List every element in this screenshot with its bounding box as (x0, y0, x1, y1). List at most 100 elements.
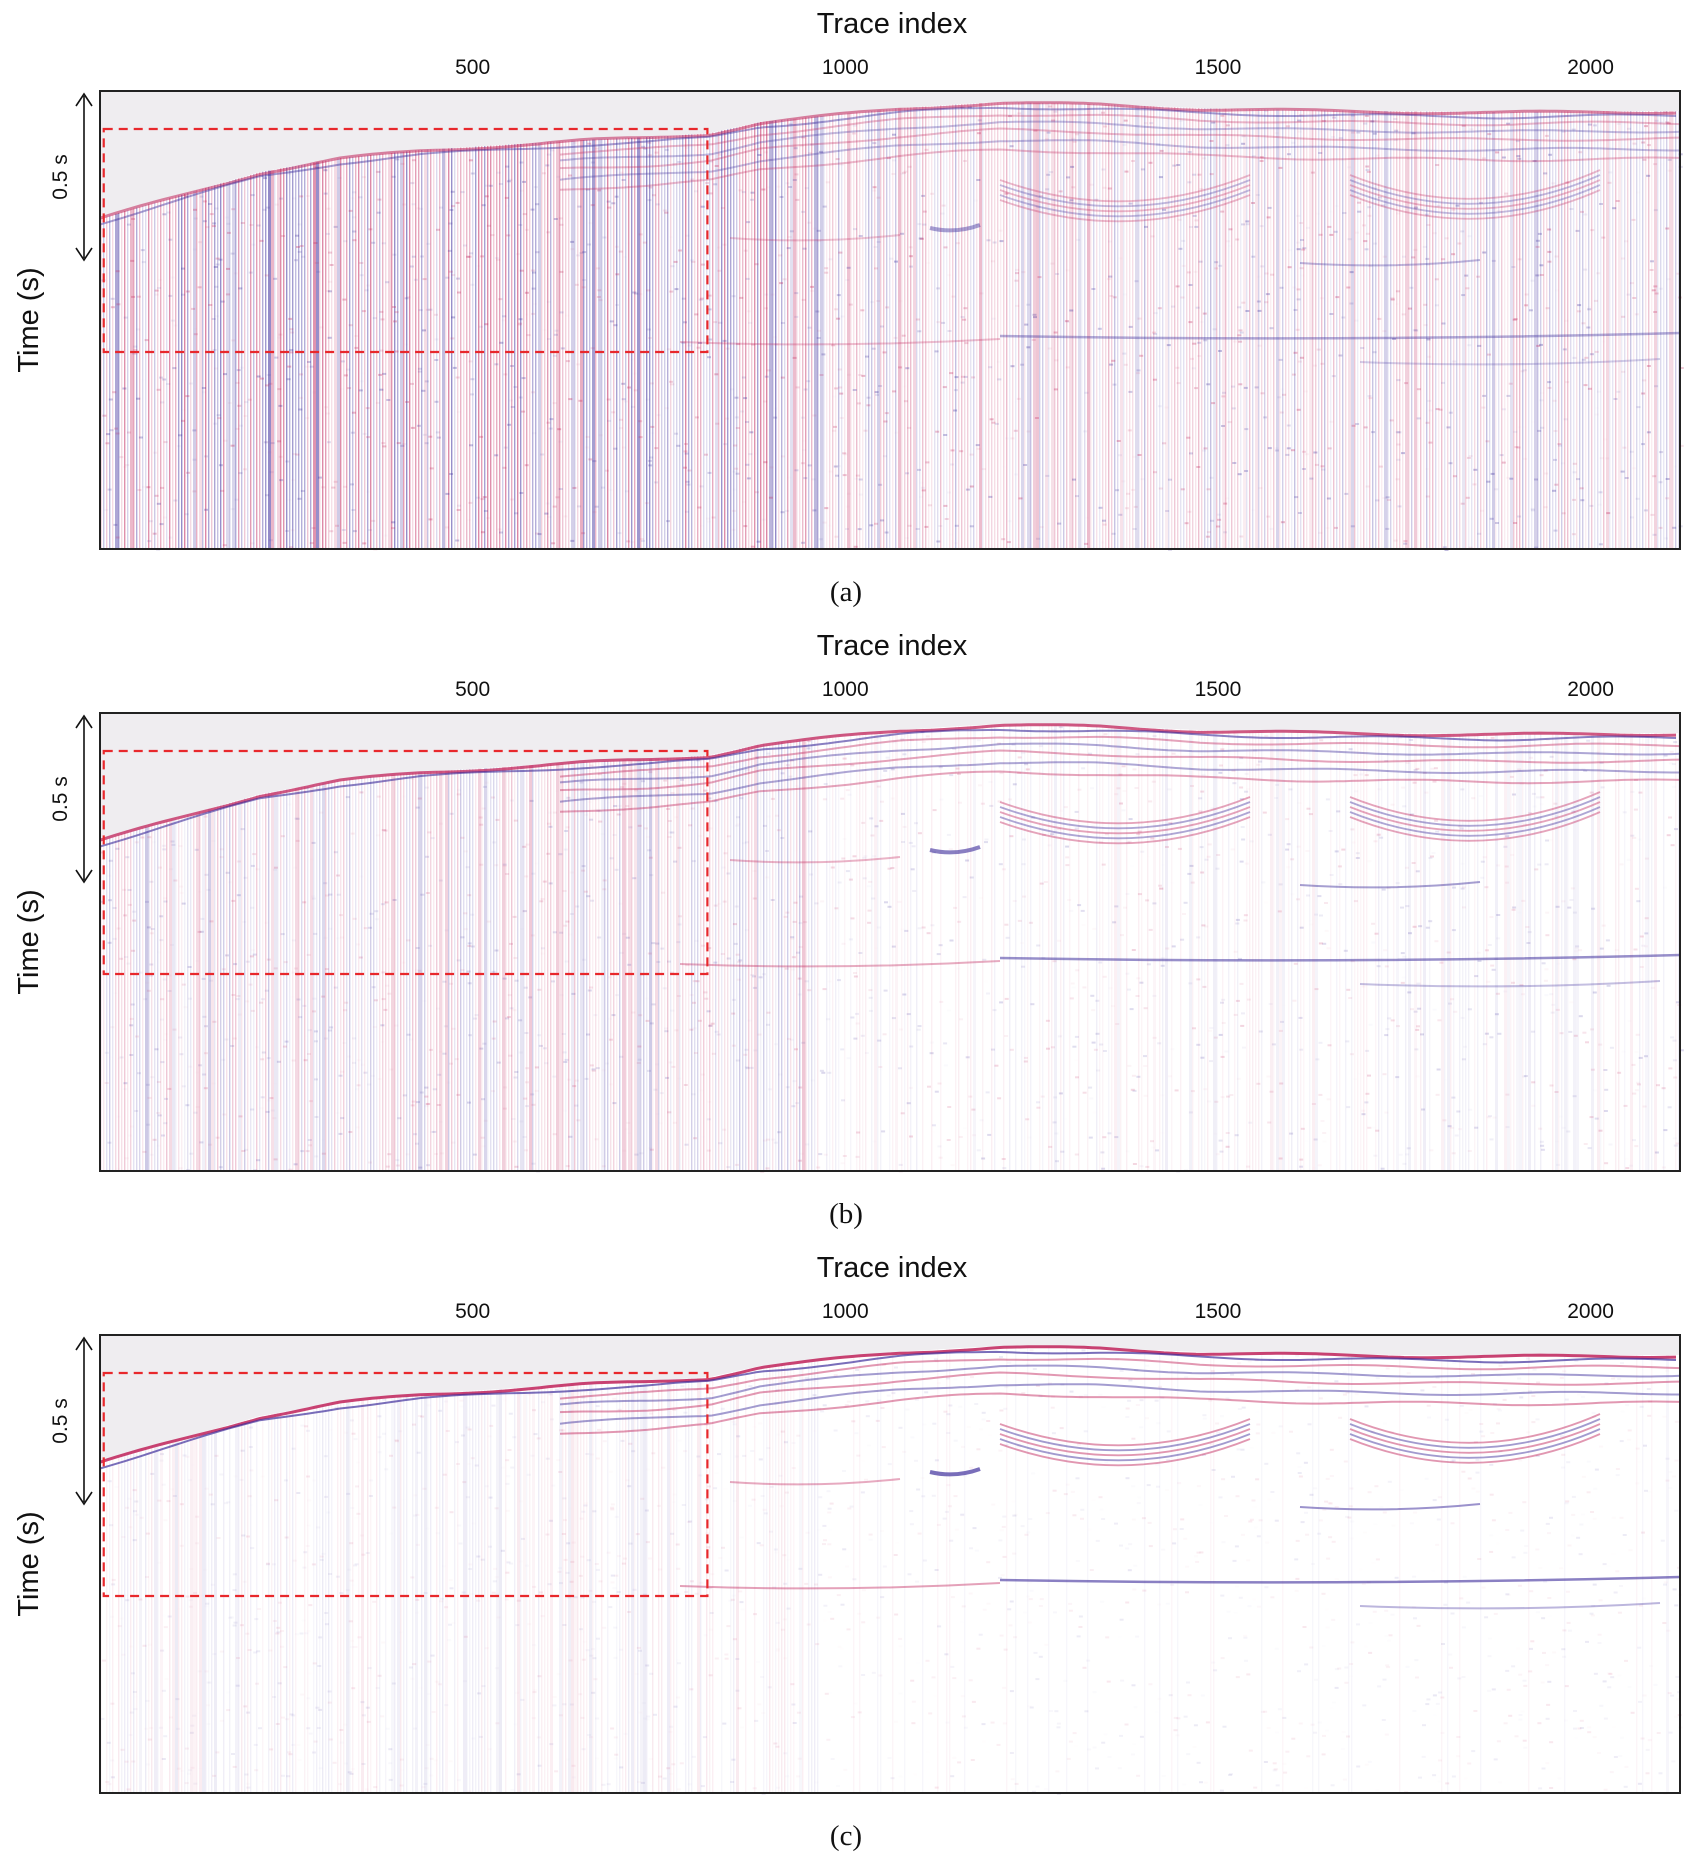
y-axis-label: Time (s) (13, 889, 45, 994)
noise-speckle (874, 246, 878, 248)
noise-speckle (310, 366, 314, 368)
noise-speckle (638, 420, 642, 422)
noise-speckle (1131, 1438, 1135, 1440)
noise-speckle (596, 267, 600, 269)
noise-speckle (1672, 786, 1676, 788)
noise-speckle (483, 496, 487, 498)
noise-speckle (1628, 1020, 1632, 1022)
noise-speckle (788, 236, 792, 238)
noise-speckle (1241, 223, 1245, 225)
noise-speckle (885, 532, 889, 534)
noise-speckle (668, 358, 672, 360)
trace-streak (1255, 109, 1258, 549)
noise-speckle (615, 196, 619, 198)
noise-speckle (656, 1113, 660, 1115)
noise-speckle (124, 956, 128, 958)
noise-speckle (442, 1053, 446, 1055)
trace-streak (199, 812, 200, 1171)
noise-speckle (162, 213, 166, 215)
trace-streak (340, 1402, 341, 1793)
noise-speckle (786, 182, 790, 184)
noise-speckle (308, 1029, 312, 1031)
noise-speckle (597, 296, 601, 298)
trace-streak (595, 1383, 596, 1793)
trace-streak (640, 759, 641, 1171)
noise-speckle (1307, 808, 1311, 810)
trace-streak (1579, 111, 1580, 549)
noise-speckle (296, 246, 300, 248)
noise-speckle (351, 432, 355, 434)
trace-streak (562, 1385, 563, 1793)
trace-streak (580, 762, 583, 1171)
noise-speckle (1071, 186, 1075, 188)
noise-speckle (1478, 960, 1482, 962)
noise-speckle (418, 970, 422, 972)
noise-speckle (984, 981, 988, 983)
trace-streak (1486, 734, 1487, 1171)
noise-speckle (1461, 503, 1465, 505)
noise-speckle (1329, 421, 1333, 423)
trace-streak (1189, 730, 1192, 1171)
noise-speckle (588, 222, 592, 224)
noise-speckle (198, 241, 202, 243)
noise-speckle (1137, 369, 1141, 371)
noise-speckle (352, 191, 356, 193)
trace-streak (640, 137, 641, 549)
noise-speckle (1549, 839, 1553, 841)
noise-speckle (889, 258, 893, 260)
noise-speckle (192, 490, 196, 492)
trace-streak (1654, 111, 1657, 549)
noise-speckle (215, 208, 219, 210)
noise-speckle (1407, 1147, 1411, 1149)
noise-speckle (1294, 352, 1298, 354)
trace-streak (1360, 733, 1361, 1171)
noise-speckle (596, 1067, 600, 1069)
noise-speckle (137, 489, 141, 491)
noise-speckle (609, 1039, 613, 1041)
noise-speckle (1492, 260, 1496, 262)
trace-streak (781, 1364, 782, 1793)
noise-speckle (1659, 288, 1663, 290)
trace-streak (1510, 112, 1513, 549)
noise-speckle (1424, 324, 1428, 326)
noise-speckle (812, 478, 816, 480)
noise-speckle (389, 1069, 393, 1071)
noise-speckle (466, 1496, 470, 1498)
noise-speckle (377, 796, 381, 798)
noise-speckle (1281, 521, 1285, 523)
noise-speckle (1474, 1127, 1478, 1129)
noise-speckle (331, 487, 335, 489)
noise-speckle (861, 1035, 865, 1037)
noise-speckle (1579, 1015, 1583, 1017)
noise-speckle (425, 856, 429, 858)
noise-speckle (842, 943, 846, 945)
trace-streak (1441, 111, 1442, 549)
noise-speckle (1616, 391, 1620, 393)
noise-speckle (1373, 351, 1377, 353)
noise-speckle (1352, 842, 1356, 844)
noise-speckle (1050, 833, 1054, 835)
noise-speckle (926, 262, 930, 264)
noise-speckle (1026, 346, 1030, 348)
trace-streak (214, 807, 215, 1171)
noise-speckle (524, 875, 528, 877)
noise-speckle (849, 879, 853, 881)
noise-speckle (1178, 219, 1182, 221)
noise-speckle (947, 492, 951, 494)
noise-speckle (1028, 1137, 1032, 1139)
noise-speckle (1167, 344, 1171, 346)
trace-streak (547, 142, 548, 549)
noise-speckle (185, 513, 189, 515)
trace-streak (229, 1425, 230, 1793)
noise-speckle (903, 826, 907, 828)
noise-speckle (1013, 900, 1017, 902)
trace-streak (1378, 733, 1379, 1171)
noise-speckle (1280, 1021, 1284, 1023)
noise-speckle (1279, 1030, 1283, 1032)
noise-speckle (1650, 260, 1654, 262)
noise-speckle (570, 913, 574, 915)
noise-speckle (823, 522, 827, 524)
noise-speckle (244, 415, 248, 417)
noise-speckle (766, 1167, 770, 1169)
trace-streak (802, 1362, 803, 1793)
